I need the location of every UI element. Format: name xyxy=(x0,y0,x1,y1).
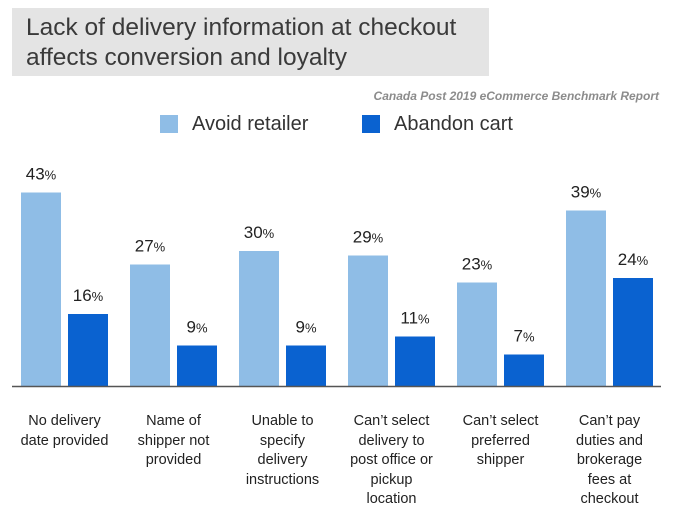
data-label-avoid-3: 29% xyxy=(353,228,384,247)
data-label-abandon-1: 9% xyxy=(186,318,207,337)
chart-title-line-1: Lack of delivery information at checkout xyxy=(26,14,457,41)
x-tick-label-line: date provided xyxy=(20,432,109,449)
x-tick-label-4: Can’t select preferred shipper xyxy=(446,412,556,471)
chart-title-line-2: affects conversion and loyalty xyxy=(26,44,347,71)
x-tick-label-1: Name of shipper not provided xyxy=(119,412,229,471)
x-tick-label-line: duties and xyxy=(576,432,643,449)
data-label-avoid-0: 43% xyxy=(26,165,57,184)
legend-swatch-avoid xyxy=(160,115,178,133)
data-label-abandon-4: 7% xyxy=(513,327,534,346)
x-tick-label-3: Can’t select delivery to post office or pic… xyxy=(337,412,447,510)
title-box: Lack of delivery information at checkout… xyxy=(12,8,489,76)
legend-label-avoid: Avoid retailer xyxy=(192,112,309,135)
x-tick-label-line: No delivery xyxy=(28,413,101,429)
bar-abandon-5 xyxy=(613,278,653,386)
legend-item-avoid-retailer: Avoid retailer xyxy=(160,112,308,136)
x-tick-label-line: shipper xyxy=(476,452,525,468)
x-tick-label-line: location xyxy=(366,491,417,507)
x-tick-label-line: provided xyxy=(145,452,202,468)
bar-abandon-3 xyxy=(395,336,435,386)
x-tick-label-0: No delivery date provided xyxy=(10,412,120,451)
x-tick-label-line: delivery xyxy=(257,452,308,468)
x-tick-label-line: specify xyxy=(259,432,306,449)
x-tick-label-line: shipper not xyxy=(137,432,210,449)
legend-item-abandon-cart: Abandon cart xyxy=(362,112,513,136)
bar-avoid-2 xyxy=(239,251,279,386)
legend-label-abandon: Abandon cart xyxy=(394,112,513,135)
bar-abandon-2 xyxy=(286,345,326,386)
data-label-abandon-3: 11% xyxy=(400,309,430,328)
x-tick-label-line: Can’t select xyxy=(353,413,430,429)
x-tick-label-line: checkout xyxy=(580,491,639,507)
x-tick-label-line: instructions xyxy=(245,471,320,488)
source-note: Canada Post 2019 eCommerce Benchmark Rep… xyxy=(373,89,659,103)
x-tick-label-line: Can’t select xyxy=(462,413,539,429)
bar-avoid-1 xyxy=(130,264,170,386)
data-label-abandon-2: 9% xyxy=(295,318,316,337)
x-tick-label-line: brokerage xyxy=(576,452,643,468)
x-tick-label-line: Unable to xyxy=(251,413,314,429)
bar-abandon-1 xyxy=(177,345,217,386)
x-tick-label-line: delivery to xyxy=(358,432,425,449)
x-tick-label-5: Can’t pay duties and brokerage fees at check… xyxy=(555,412,665,510)
data-label-abandon-5: 24% xyxy=(618,250,649,269)
bar-abandon-0 xyxy=(68,314,108,386)
legend-swatch-abandon xyxy=(362,115,380,133)
bar-avoid-5 xyxy=(566,210,606,386)
x-tick-label-line: post office or xyxy=(350,452,433,468)
data-label-avoid-2: 30% xyxy=(244,223,275,242)
data-label-abandon-0: 16% xyxy=(73,286,104,305)
data-label-avoid-1: 27% xyxy=(135,237,166,256)
x-tick-label-line: Name of xyxy=(146,413,201,429)
bar-avoid-0 xyxy=(21,192,61,386)
x-tick-label-2: Unable to specify delivery instructions xyxy=(228,412,338,490)
bar-avoid-3 xyxy=(348,255,388,386)
x-tick-label-line: fees at xyxy=(587,471,632,488)
x-tick-label-line: pickup xyxy=(370,471,413,488)
bar-abandon-4 xyxy=(504,354,544,386)
bar-avoid-4 xyxy=(457,282,497,386)
x-tick-label-line: Can’t pay xyxy=(578,413,641,429)
data-label-avoid-4: 23% xyxy=(462,255,493,274)
data-label-avoid-5: 39% xyxy=(571,183,602,202)
x-tick-label-line: preferred xyxy=(471,432,530,449)
